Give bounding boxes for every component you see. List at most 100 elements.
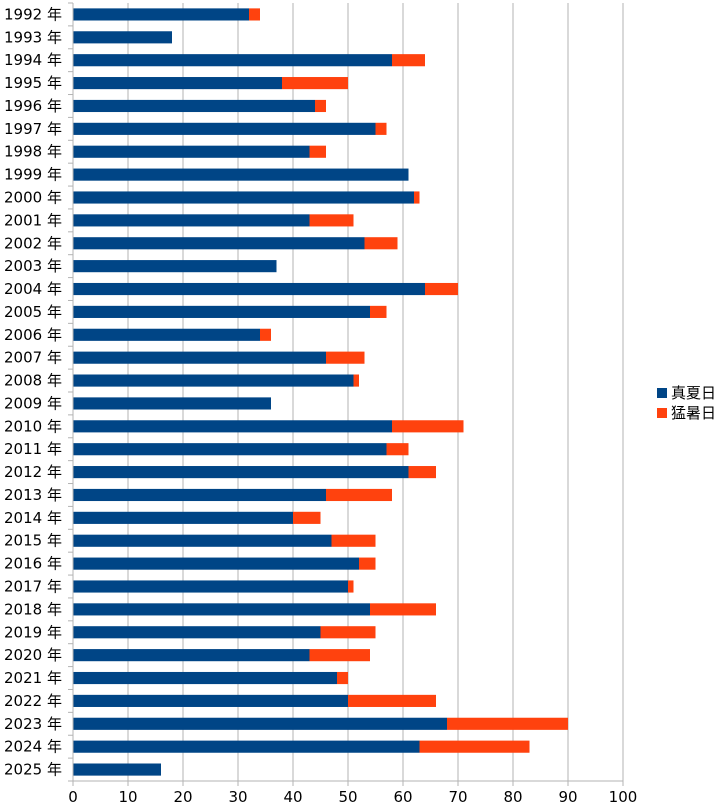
bar-segment-manatsubi: [73, 214, 310, 227]
bar-segment-moshobi: [326, 488, 392, 502]
category-label: 2001 年: [4, 211, 62, 229]
category-label: 1997 年: [4, 120, 62, 138]
bar-segment-manatsubi: [73, 420, 392, 433]
bar-segment-manatsubi: [73, 351, 326, 364]
category-label: 2003 年: [4, 257, 62, 275]
bar-segment-manatsubi: [73, 511, 293, 524]
bar-segment-moshobi: [392, 420, 464, 433]
bar-segment-moshobi: [249, 8, 260, 21]
bar-segment-manatsubi: [73, 54, 392, 67]
bar-segment-moshobi: [425, 282, 458, 296]
bar-segment-moshobi: [386, 443, 409, 456]
category-label: 1995 年: [4, 74, 62, 92]
category-label: 2023 年: [4, 715, 62, 733]
category-label: 2011 年: [4, 440, 62, 458]
bars: [73, 8, 568, 776]
x-tick-label: 70: [448, 788, 467, 806]
bar-segment-moshobi: [364, 237, 398, 250]
category-label: 2004 年: [4, 280, 62, 298]
bar-segment-moshobi: [408, 466, 436, 479]
category-label: 2018 年: [4, 600, 62, 618]
bar-segment-manatsubi: [73, 145, 310, 158]
legend-label: 猛暑日: [671, 404, 716, 422]
bar-segment-moshobi: [447, 717, 568, 730]
bar-segment-moshobi: [348, 694, 436, 707]
x-tick-label: 0: [68, 788, 78, 806]
bar-segment-manatsubi: [73, 580, 348, 593]
category-label: 2015 年: [4, 532, 62, 550]
bar-segment-manatsubi: [73, 466, 409, 479]
bar-segment-moshobi: [353, 374, 359, 387]
category-label: 2022 年: [4, 692, 62, 710]
bar-segment-manatsubi: [73, 77, 282, 90]
bar-segment-moshobi: [359, 557, 376, 570]
bar-segment-manatsubi: [73, 31, 172, 44]
bar-segment-moshobi: [375, 122, 387, 135]
category-label: 2020 年: [4, 646, 62, 664]
bar-segment-manatsubi: [73, 557, 359, 570]
legend-label: 真夏日: [671, 384, 716, 402]
x-tick-label: 80: [503, 788, 522, 806]
bar-segment-manatsubi: [73, 534, 332, 547]
gridlines: [127, 3, 624, 781]
bar-segment-manatsubi: [73, 649, 310, 662]
category-label: 1996 年: [4, 97, 62, 115]
axes: [68, 2, 624, 786]
bar-segment-manatsubi: [73, 443, 387, 456]
category-label: 2000 年: [4, 189, 62, 207]
x-tick-label: 50: [338, 788, 357, 806]
bar-segment-manatsubi: [73, 122, 376, 135]
x-tick-labels: 0 10 20 30 40 50 60 70 80 90 100: [68, 788, 637, 806]
bar-segment-manatsubi: [73, 328, 260, 341]
bar-segment-manatsubi: [73, 397, 271, 410]
category-label: 1999 年: [4, 166, 62, 184]
category-label: 2006 年: [4, 326, 62, 344]
bar-segment-manatsubi: [73, 626, 321, 639]
bar-segment-moshobi: [419, 740, 530, 753]
bar-segment-manatsubi: [73, 717, 447, 730]
bar-segment-manatsubi: [73, 282, 425, 296]
bar-segment-moshobi: [315, 99, 326, 113]
category-label: 2009 年: [4, 394, 62, 412]
bar-segment-moshobi: [392, 54, 425, 67]
x-tick-label: 60: [393, 788, 412, 806]
bar-segment-manatsubi: [73, 694, 348, 707]
x-tick-label: 40: [283, 788, 302, 806]
category-label: 2017 年: [4, 578, 62, 596]
category-labels: 1992 年 1993 年 1994 年 1995 年 1996 年 1997 年 1998…: [4, 5, 62, 778]
category-label: 2014 年: [4, 509, 62, 527]
x-tick-label: 10: [118, 788, 137, 806]
category-label: 2013 年: [4, 486, 62, 504]
category-label: 1993 年: [4, 28, 62, 46]
bar-segment-moshobi: [309, 649, 370, 662]
legend-swatch: [657, 388, 667, 398]
bar-segment-manatsubi: [73, 168, 409, 181]
bar-segment-manatsubi: [73, 603, 370, 616]
category-label: 2010 年: [4, 417, 62, 435]
x-tick-label: 90: [558, 788, 577, 806]
bar-segment-moshobi: [282, 77, 348, 90]
bar-segment-moshobi: [309, 145, 326, 158]
bar-segment-manatsubi: [73, 488, 326, 502]
bar-segment-moshobi: [320, 626, 376, 639]
x-tick-label: 30: [228, 788, 247, 806]
category-label: 1992 年: [4, 5, 62, 23]
category-label: 2007 年: [4, 349, 62, 367]
bar-segment-moshobi: [326, 351, 365, 364]
bar-segment-moshobi: [370, 603, 436, 616]
category-label: 1994 年: [4, 51, 62, 69]
bar-segment-manatsubi: [73, 305, 370, 318]
bar-segment-moshobi: [309, 214, 354, 227]
bar-segment-moshobi: [293, 511, 321, 524]
bar-segment-manatsubi: [73, 374, 354, 387]
bar-segment-moshobi: [331, 534, 376, 547]
category-label: 2021 年: [4, 669, 62, 687]
bar-segment-manatsubi: [73, 763, 161, 776]
category-label: 2002 年: [4, 234, 62, 252]
bar-segment-moshobi: [337, 671, 348, 685]
category-label: 2024 年: [4, 738, 62, 756]
bar-segment-manatsubi: [73, 8, 249, 21]
bar-segment-moshobi: [260, 328, 271, 341]
bar-segment-manatsubi: [73, 671, 337, 685]
